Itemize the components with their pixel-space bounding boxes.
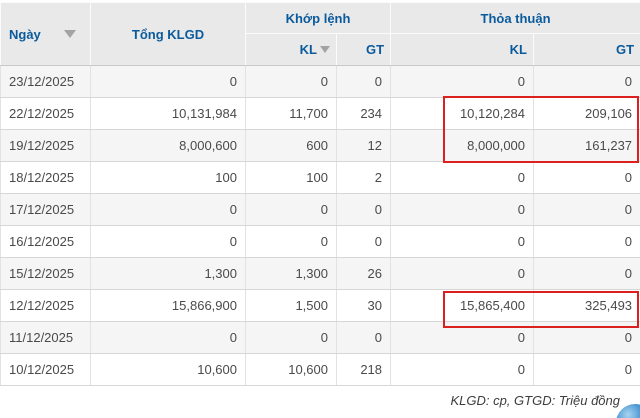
- cell-date: 19/12/2025: [0, 129, 91, 162]
- cell-negotiated-kl: 0: [390, 353, 535, 386]
- cell-total: 1,300: [90, 257, 246, 290]
- table-row: 10/12/2025 10,600 10,600 218 0 0: [0, 353, 640, 386]
- cell-negotiated-gt: 0: [533, 225, 640, 258]
- negotiated-kl-label: KL: [509, 42, 528, 57]
- cell-matched-kl: 0: [245, 65, 337, 98]
- cell-matched-gt: 0: [336, 321, 392, 354]
- cell-date: 15/12/2025: [0, 257, 91, 290]
- column-header-negotiated-gt[interactable]: GT: [533, 33, 640, 66]
- cell-date: 18/12/2025: [0, 161, 91, 194]
- sort-desc-icon[interactable]: [64, 30, 76, 38]
- cell-matched-gt: 0: [336, 65, 392, 98]
- cell-total: 8,000,600: [90, 129, 246, 162]
- column-header-date[interactable]: Ngày: [0, 2, 91, 66]
- negotiated-gt-label: GT: [615, 42, 635, 57]
- cell-negotiated-kl: 0: [390, 225, 535, 258]
- cell-negotiated-kl: 15,865,400: [390, 289, 535, 322]
- cell-date: 22/12/2025: [0, 97, 91, 130]
- column-group-negotiated: Thỏa thuận: [390, 2, 640, 34]
- cell-matched-gt: 30: [336, 289, 392, 322]
- cell-matched-gt: 26: [336, 257, 392, 290]
- sort-desc-icon[interactable]: [320, 46, 330, 53]
- column-header-negotiated-kl[interactable]: KL: [390, 33, 535, 66]
- cell-matched-kl: 0: [245, 225, 337, 258]
- cell-matched-kl: 11,700: [245, 97, 337, 130]
- cell-total: 0: [90, 65, 246, 98]
- cell-total: 100: [90, 161, 246, 194]
- cell-total: 0: [90, 193, 246, 226]
- cell-matched-kl: 1,500: [245, 289, 337, 322]
- cell-date: 12/12/2025: [0, 289, 91, 322]
- cell-negotiated-kl: 0: [390, 161, 535, 194]
- cell-matched-gt: 0: [336, 193, 392, 226]
- matched-kl-label: KL: [299, 42, 317, 57]
- cell-date: 10/12/2025: [0, 353, 91, 386]
- cell-matched-gt: 2: [336, 161, 392, 194]
- table-row: 12/12/2025 15,866,900 1,500 30 15,865,40…: [0, 289, 640, 322]
- unit-note: KLGD: cp, GTGD: Triệu đồng: [450, 393, 620, 408]
- table-row: 17/12/2025 0 0 0 0 0: [0, 193, 640, 226]
- cell-matched-gt: 234: [336, 97, 392, 130]
- cell-negotiated-gt: 325,493: [533, 289, 640, 322]
- cell-total: 0: [90, 225, 246, 258]
- cell-total: 10,131,984: [90, 97, 246, 130]
- cell-negotiated-gt: 0: [533, 65, 640, 98]
- column-header-total-label: Tổng KLGD: [131, 26, 205, 42]
- table-row: 22/12/2025 10,131,984 11,700 234 10,120,…: [0, 97, 640, 130]
- table-row: 18/12/2025 100 100 2 0 0: [0, 161, 640, 194]
- cell-negotiated-gt: 0: [533, 257, 640, 290]
- cell-negotiated-gt: 0: [533, 353, 640, 386]
- matched-group-label: Khớp lệnh: [285, 10, 351, 26]
- matched-gt-label: GT: [365, 42, 385, 57]
- cell-negotiated-gt: 0: [533, 321, 640, 354]
- cell-date: 16/12/2025: [0, 225, 91, 258]
- column-group-matched: Khớp lệnh: [244, 2, 392, 34]
- cell-total: 10,600: [90, 353, 246, 386]
- trading-history-table: Ngày Tổng KLGD Khớp lệnh Thỏa thuận K: [0, 2, 640, 386]
- cell-negotiated-kl: 10,120,284: [390, 97, 535, 130]
- cell-matched-kl: 600: [245, 129, 337, 162]
- negotiated-group-label: Thỏa thuận: [480, 10, 551, 26]
- cell-date: 11/12/2025: [0, 321, 91, 354]
- cell-negotiated-gt: 0: [533, 193, 640, 226]
- cell-total: 15,866,900: [90, 289, 246, 322]
- cell-matched-kl: 0: [245, 321, 337, 354]
- cell-matched-gt: 0: [336, 225, 392, 258]
- cell-matched-kl: 10,600: [245, 353, 337, 386]
- cell-negotiated-kl: 8,000,000: [390, 129, 535, 162]
- column-header-total-klgd[interactable]: Tổng KLGD: [90, 2, 246, 66]
- cell-negotiated-kl: 0: [390, 65, 535, 98]
- cell-total: 0: [90, 321, 246, 354]
- cell-matched-kl: 1,300: [245, 257, 337, 290]
- table-row: 23/12/2025 0 0 0 0 0: [0, 65, 640, 98]
- cell-negotiated-gt: 209,106: [533, 97, 640, 130]
- table-row: 15/12/2025 1,300 1,300 26 0 0: [0, 257, 640, 290]
- cell-date: 17/12/2025: [0, 193, 91, 226]
- cell-negotiated-gt: 161,237: [533, 129, 640, 162]
- header-group-row: Ngày Tổng KLGD Khớp lệnh Thỏa thuận: [0, 2, 640, 66]
- header-sub-row: KL GT KL GT: [1, 33, 640, 66]
- cell-matched-gt: 218: [336, 353, 392, 386]
- column-header-matched-kl[interactable]: KL: [245, 33, 337, 66]
- cell-matched-gt: 12: [336, 129, 392, 162]
- table-row: 16/12/2025 0 0 0 0 0: [0, 225, 640, 258]
- cell-date: 23/12/2025: [0, 65, 91, 98]
- cell-matched-kl: 0: [245, 193, 337, 226]
- table-row: 11/12/2025 0 0 0 0 0: [0, 321, 640, 354]
- table-row: 19/12/2025 8,000,600 600 12 8,000,000 16…: [0, 129, 640, 162]
- column-header-matched-gt[interactable]: GT: [335, 33, 392, 66]
- cell-negotiated-kl: 0: [390, 257, 535, 290]
- cell-matched-kl: 100: [245, 161, 337, 194]
- column-header-date-label: Ngày: [9, 26, 41, 42]
- site-logo-icon: [616, 404, 640, 418]
- cell-negotiated-kl: 0: [390, 321, 535, 354]
- cell-negotiated-gt: 0: [533, 161, 640, 194]
- cell-negotiated-kl: 0: [390, 193, 535, 226]
